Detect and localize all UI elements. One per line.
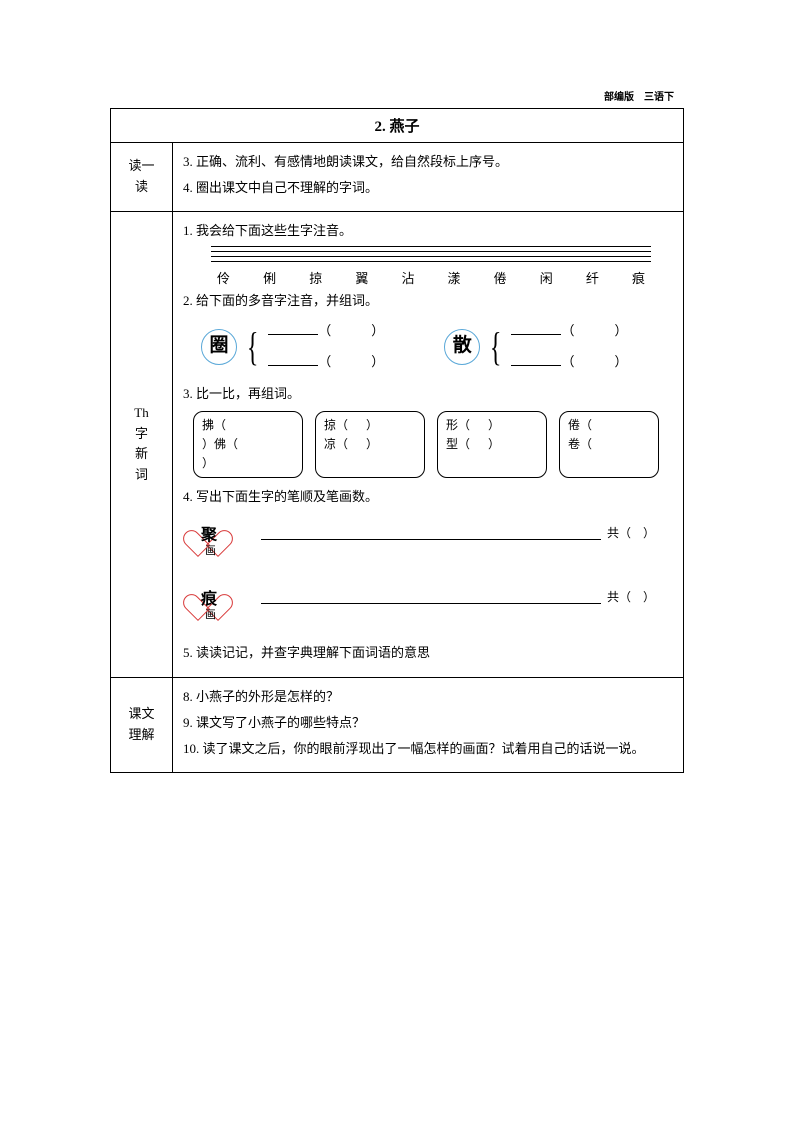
q4-prompt: 4. 写出下面生字的笔顺及笔画数。 [183,486,673,508]
q3-b3-l1: 形（ [446,418,470,432]
q1-prompt: 1. 我会给下面这些生字注音。 [183,220,673,242]
page-header: 部编版 三语下 [604,88,674,103]
q4-tail-1: 共（ ） [607,523,655,543]
q4-item-1: 聚 画 共（ ） [193,512,673,554]
paren-close: ） [371,351,384,373]
q4-char-2: 痕 [201,586,217,613]
q1-char: 漾 [448,268,461,290]
q2-blank-line: （ ） [511,320,627,342]
worksheet-table: 2. 燕子 读一 读 3. 正确、流利、有感情地朗读课文，给自然段标上序号。 4… [110,108,684,773]
section-read-label: 读一 读 [111,143,173,211]
q3-box-2: 掠（ ） 凉（ ） [315,411,425,479]
q2-group-1: 圈 { （ ） （ ） [201,320,384,372]
comp-item-3: 10. 读了课文之后，你的眼前浮现出了一幅怎样的画面？试着用自己的话说一说。 [183,738,673,760]
paren-open: （ [561,351,574,373]
q2-blank-line: （ ） [268,320,384,342]
q2-circle-char-1: 圈 [201,329,237,365]
q1-char: 纤 [586,268,599,290]
q3-b2-l1: 掠（ [324,418,348,432]
comp-item-2: 9. 课文写了小燕子的哪些特点？ [183,712,673,734]
section-words-label: Th 字 新 词 [111,212,173,676]
paren-close: ） [488,437,500,451]
tail-suffix: ） [643,590,655,604]
q3-b1-l3: ） [202,456,214,470]
q3-box-4: 倦（ 卷（ [559,411,659,479]
q3-b1-l2: ）佛（ [202,437,238,451]
q4-tail-2: 共（ ） [607,587,655,607]
q4-char-1: 聚 [201,522,217,549]
q1-char: 翼 [355,268,368,290]
brace-icon: { [490,329,502,365]
stroke-blank-line [261,590,601,604]
paren-close: ） [614,351,627,373]
q3-box-1: 拂（ ）佛（ ） [193,411,303,479]
section-read: 读一 读 3. 正确、流利、有感情地朗读课文，给自然段标上序号。 4. 圈出课文… [111,143,683,212]
worksheet-title: 2. 燕子 [111,109,683,143]
section-read-content: 3. 正确、流利、有感情地朗读课文，给自然段标上序号。 4. 圈出课文中自己不理… [173,143,683,211]
q2-prompt: 2. 给下面的多音字注音，并组词。 [183,290,673,312]
q2-blank-line: （ ） [268,351,384,373]
q2-group-2: 散 { （ ） （ ） [444,320,627,372]
read-item-1: 3. 正确、流利、有感情地朗读课文，给自然段标上序号。 [183,151,673,173]
paren-open: （ [561,320,574,342]
q3-box-3: 形（ ） 型（ ） [437,411,547,479]
stroke-blank-line [261,526,601,540]
q2-polyphone-wrap: 圈 { （ ） （ ） [201,320,673,372]
q4-item-2: 痕 画 共（ ） [193,576,673,618]
q2-blank-line: （ ） [511,351,627,373]
q3-b4-l1: 倦（ [568,418,592,432]
tail-prefix: 共（ [607,590,631,604]
q1-char: 俐 [263,268,276,290]
paren-open: （ [318,320,331,342]
section-words: Th 字 新 词 1. 我会给下面这些生字注音。 伶 俐 掠 翼 沾 漾 倦 闲… [111,212,683,677]
q3-compare-wrap: 拂（ ）佛（ ） 掠（ ） 凉（ ） 形（ ） 型（ ） 倦（ 卷（ [193,411,673,479]
paren-close: ） [371,320,384,342]
q1-char: 闲 [540,268,553,290]
tail-prefix: 共（ [607,526,631,540]
comp-item-1: 8. 小燕子的外形是怎样的？ [183,686,673,708]
q3-prompt: 3. 比一比，再组词。 [183,383,673,405]
paren-close: ） [488,418,500,432]
q1-char: 痕 [632,268,645,290]
paren-open: （ [318,351,331,373]
q1-char: 掠 [309,268,322,290]
q1-char: 伶 [217,268,230,290]
q3-b2-l2: 凉（ [324,437,348,451]
q4-stroke-wrap: 聚 画 共（ ） 痕 画 共（ ） [193,512,673,636]
section-comp: 课文 理解 8. 小燕子的外形是怎样的？ 9. 课文写了小燕子的哪些特点？ 10… [111,678,683,772]
q3-b1-l1: 拂（ [202,418,226,432]
pinyin-writing-lines [211,246,651,266]
paren-close: ） [366,418,378,432]
q2-circle-char-2: 散 [444,329,480,365]
paren-close: ） [366,437,378,451]
q1-char-row: 伶 俐 掠 翼 沾 漾 倦 闲 纤 痕 [211,268,651,290]
q3-b4-l2: 卷（ [568,437,592,451]
read-item-2: 4. 圈出课文中自己不理解的字词。 [183,177,673,199]
q3-b3-l2: 型（ [446,437,470,451]
tail-suffix: ） [643,526,655,540]
section-comp-label: 课文 理解 [111,678,173,772]
q1-char: 倦 [494,268,507,290]
brace-icon: { [247,329,259,365]
section-words-content: 1. 我会给下面这些生字注音。 伶 俐 掠 翼 沾 漾 倦 闲 纤 痕 2. 给… [173,212,683,676]
q5-prompt: 5. 读读记记，并查字典理解下面词语的意思 [183,642,673,664]
q1-char: 沾 [401,268,414,290]
section-comp-content: 8. 小燕子的外形是怎样的？ 9. 课文写了小燕子的哪些特点？ 10. 读了课文… [173,678,683,772]
paren-close: ） [614,320,627,342]
